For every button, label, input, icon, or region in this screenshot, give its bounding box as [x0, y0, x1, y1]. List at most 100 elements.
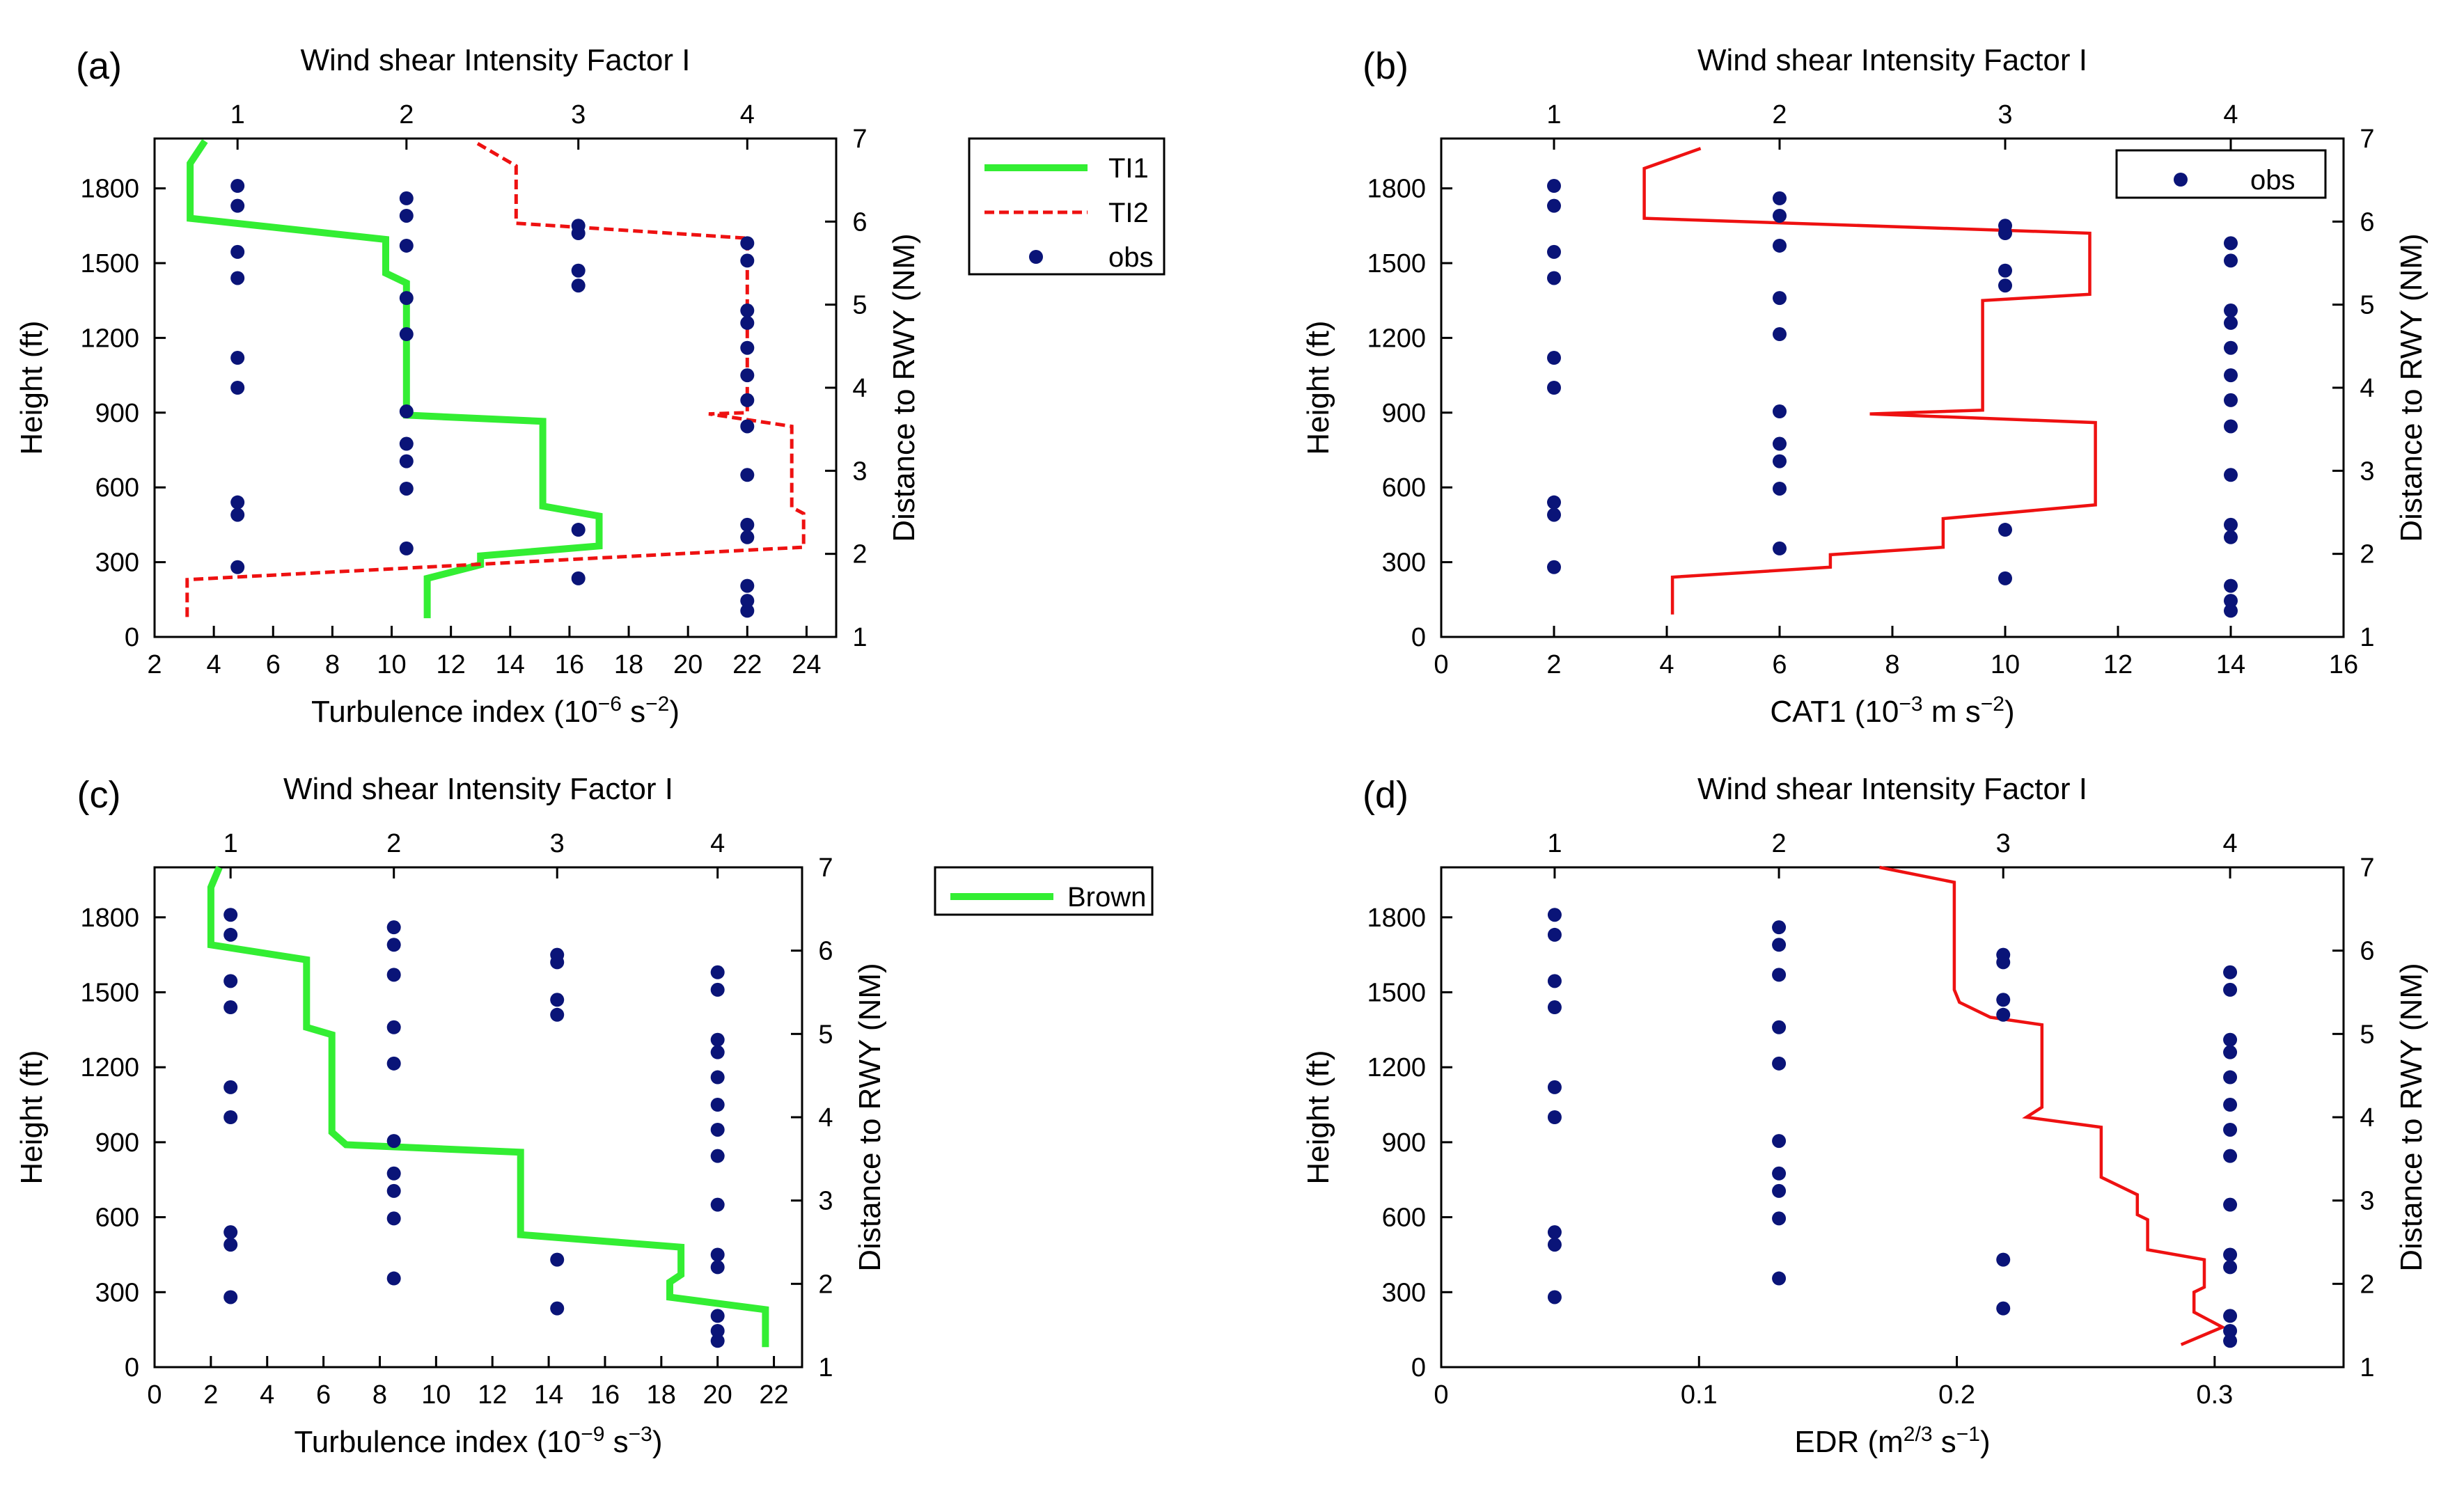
obs-point — [710, 1070, 725, 1085]
panel-label: (a) — [76, 45, 122, 87]
right-tick-label: 2 — [852, 540, 867, 569]
obs-point — [399, 404, 414, 419]
y-tick-label: 0 — [125, 623, 139, 652]
top-tick-label: 4 — [740, 100, 755, 129]
right-tick-label: 4 — [818, 1103, 833, 1133]
obs-point — [740, 578, 755, 593]
y-tick-label: 600 — [95, 473, 139, 503]
obs-point — [399, 541, 414, 555]
obs-point — [710, 1197, 725, 1212]
x-tick-label: 16 — [590, 1380, 620, 1410]
obs-point — [1998, 523, 2012, 537]
obs-point — [386, 1166, 401, 1181]
x-tick-label: 6 — [266, 650, 281, 679]
x-axis-label: EDR (m2/3 s−1) — [1794, 1423, 1990, 1460]
legend-swatch-obs — [1029, 250, 1043, 264]
x-axis-label-part: −9 — [581, 1423, 604, 1446]
legend-swatch-obs — [2174, 173, 2188, 187]
obs-point — [386, 920, 401, 935]
right-tick-label: 7 — [818, 853, 833, 883]
x-tick-label: 20 — [703, 1380, 732, 1410]
y-tick-label: 900 — [95, 399, 139, 428]
series-line-ti1 — [187, 139, 603, 619]
legend-label-ti2: TI2 — [1108, 198, 1149, 228]
obs-point — [1772, 938, 1787, 952]
right-tick-label: 6 — [2360, 207, 2374, 237]
x-tick-label: 4 — [1659, 650, 1674, 679]
top-tick-label: 4 — [710, 829, 725, 858]
obs-point — [2223, 982, 2238, 997]
obs-point — [571, 263, 586, 278]
legend-panel-c: Brown — [934, 866, 1154, 916]
obs-point — [1998, 571, 2012, 585]
legend-panel-b: obs — [2115, 149, 2327, 199]
obs-point — [1998, 219, 2012, 233]
obs-point — [399, 208, 414, 223]
obs-point — [1772, 1271, 1787, 1286]
x-tick-label: 14 — [2216, 650, 2245, 679]
y-axis-label: Height (ft) — [1301, 1050, 1335, 1184]
obs-point — [1772, 1166, 1787, 1181]
obs-point — [399, 327, 414, 342]
obs-point — [740, 340, 755, 355]
x-axis-label-part: ) — [669, 695, 680, 729]
obs-point — [2224, 604, 2238, 618]
obs-point — [2223, 1070, 2238, 1085]
x-axis-label-part: −6 — [598, 693, 622, 716]
series-line-cat1 — [1642, 147, 2097, 615]
obs-point — [223, 1290, 238, 1304]
x-tick-label: 12 — [437, 650, 466, 679]
obs-point — [230, 198, 245, 213]
obs-point — [740, 253, 755, 268]
obs-point — [2223, 1098, 2238, 1112]
y-tick-label: 300 — [95, 1278, 139, 1307]
x-tick-label: 2 — [203, 1380, 218, 1410]
obs-point — [2224, 517, 2238, 532]
y-tick-label: 1200 — [80, 1053, 139, 1082]
plot-frame — [1440, 137, 2345, 638]
y-tick-label: 1200 — [1367, 1053, 1426, 1082]
obs-point — [223, 1080, 238, 1094]
obs-point — [230, 495, 245, 510]
panel-label: (c) — [77, 774, 121, 816]
obs-point — [740, 604, 755, 618]
x-tick-label: 6 — [316, 1380, 331, 1410]
obs-point — [386, 1056, 401, 1071]
obs-point — [550, 1301, 565, 1316]
obs-point — [399, 191, 414, 205]
right-tick-label: 7 — [2360, 853, 2374, 883]
legend-frame — [968, 137, 1166, 276]
right-tick-label: 3 — [2360, 457, 2374, 486]
obs-point — [2223, 1149, 2238, 1163]
obs-point — [230, 381, 245, 395]
obs-point — [386, 1211, 401, 1226]
obs-point — [2224, 340, 2238, 355]
right-tick-label: 7 — [2360, 125, 2374, 154]
y2-axis-label: Distance to RWY (NM) — [2394, 963, 2428, 1271]
obs-point — [223, 1225, 238, 1240]
obs-point — [386, 1134, 401, 1149]
y-tick-label: 600 — [1382, 1204, 1426, 1233]
x-tick-label: 2 — [1546, 650, 1561, 679]
obs-point — [223, 1238, 238, 1252]
y-tick-label: 0 — [1411, 623, 1426, 652]
right-tick-label: 1 — [852, 623, 867, 652]
y-tick-label: 1500 — [1367, 249, 1426, 278]
obs-point — [1547, 198, 1561, 213]
x-tick-label: 14 — [496, 650, 525, 679]
obs-point — [230, 351, 245, 365]
y-tick-label: 900 — [1382, 1128, 1426, 1158]
right-tick-label: 4 — [852, 374, 867, 403]
legend-label-ti1: TI1 — [1108, 153, 1149, 184]
obs-point — [230, 507, 245, 522]
x-tick-label: 8 — [1885, 650, 1899, 679]
obs-point — [1547, 908, 1562, 922]
obs-point — [550, 1007, 565, 1022]
top-tick-label: 3 — [550, 829, 565, 858]
plot-frame — [153, 137, 838, 638]
obs-point — [2224, 578, 2238, 593]
x-axis-label-part: CAT1 (10 — [1770, 695, 1899, 729]
obs-point — [2224, 368, 2238, 383]
top-tick-label: 2 — [1772, 100, 1787, 129]
